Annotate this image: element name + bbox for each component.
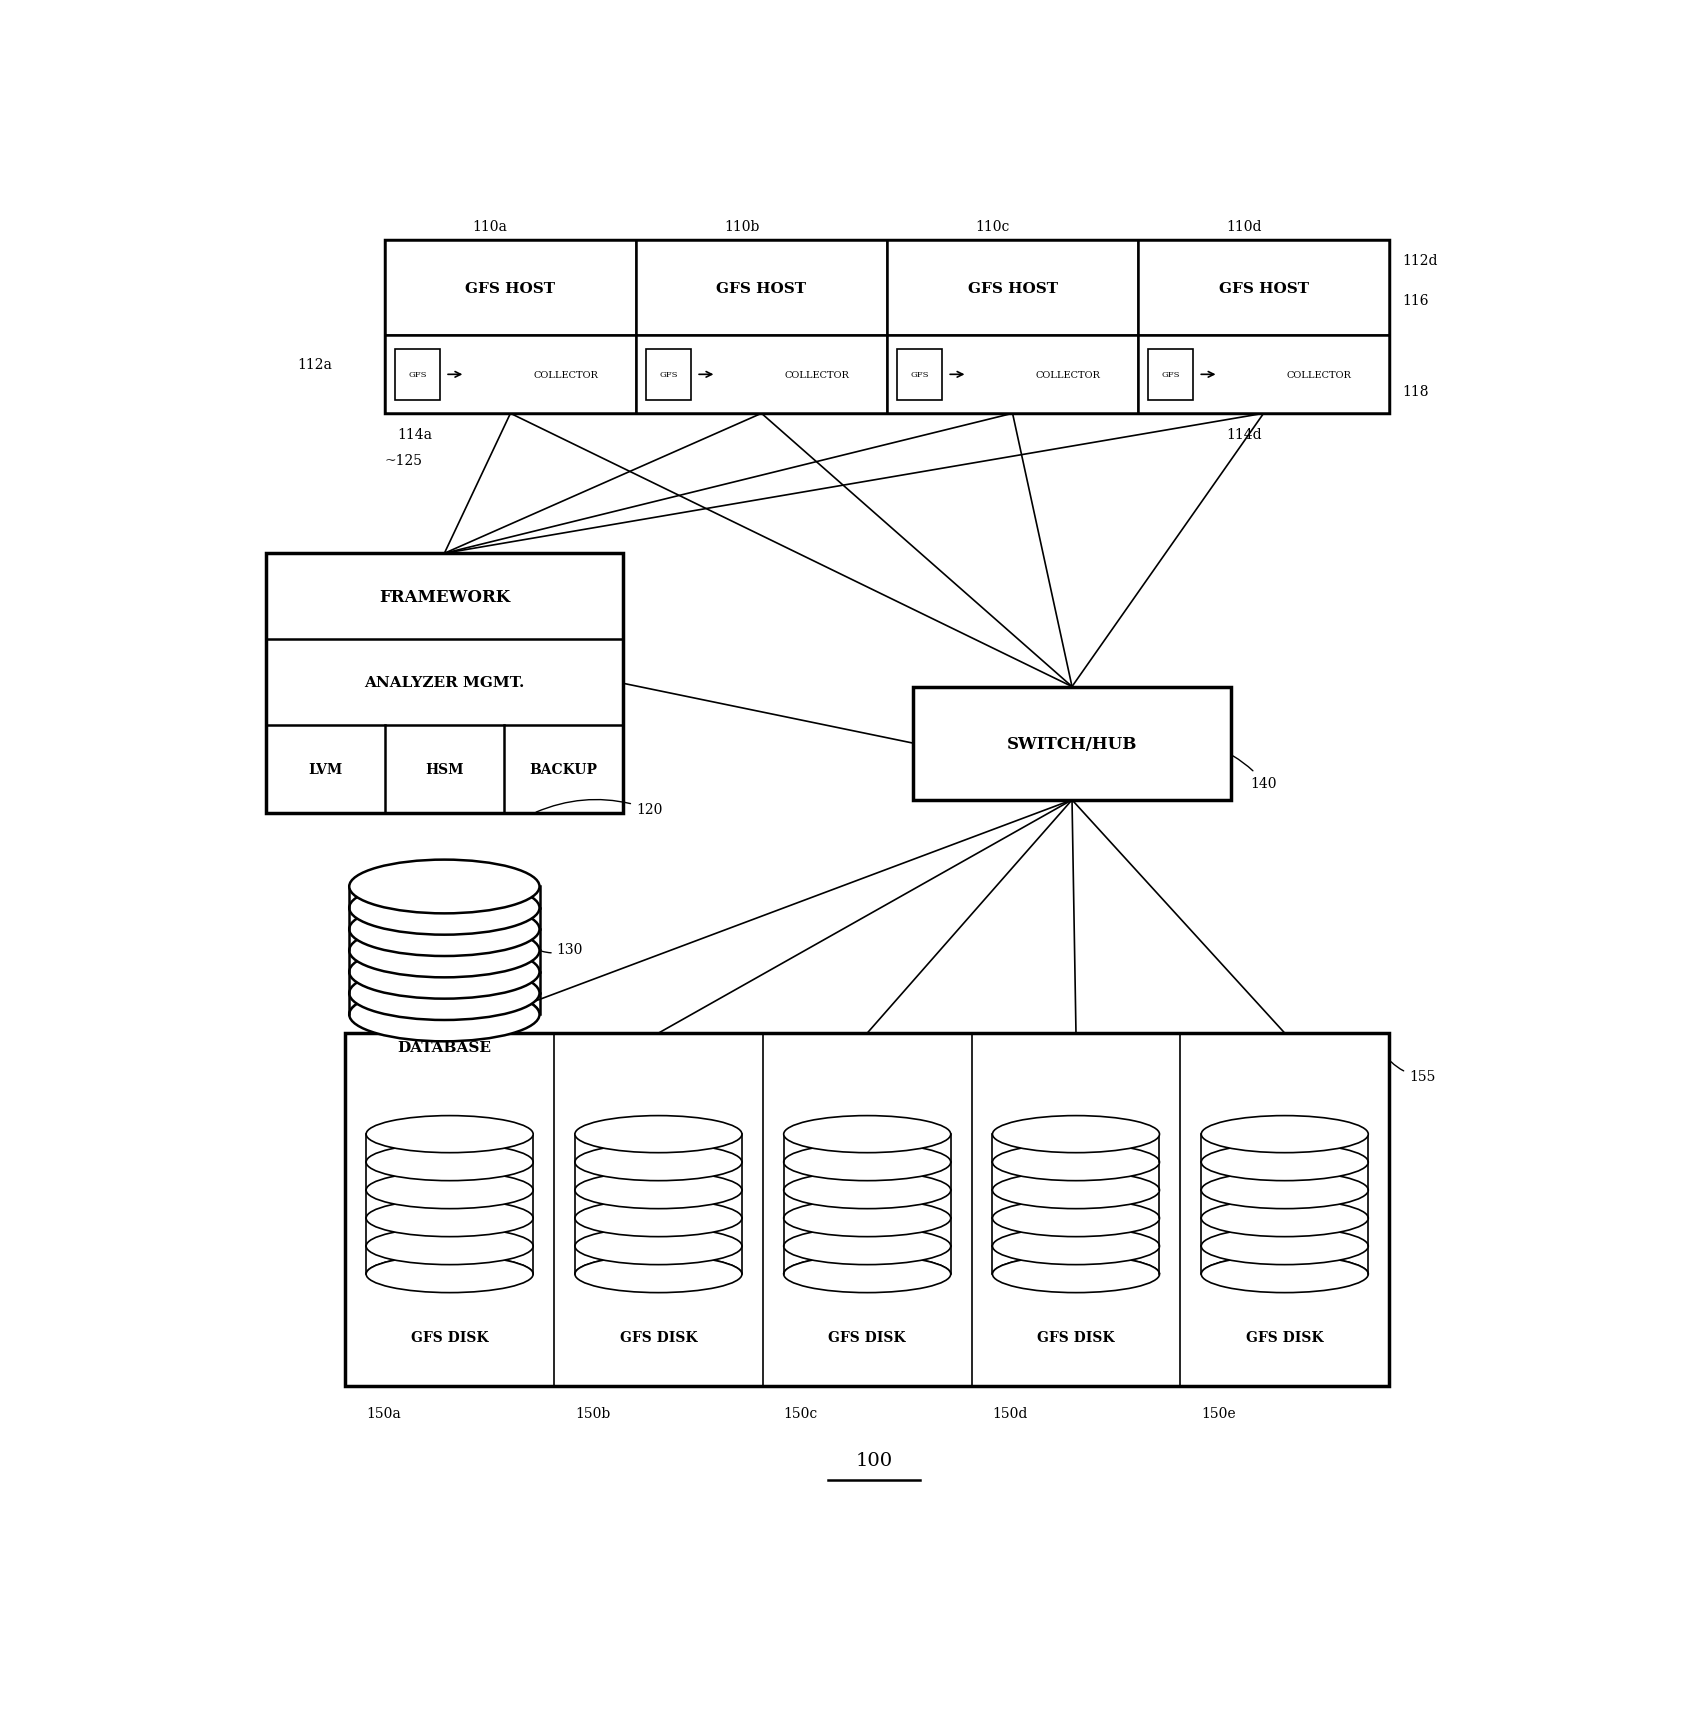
Ellipse shape xyxy=(367,1116,534,1152)
Bar xyxy=(897,349,943,400)
Ellipse shape xyxy=(575,1256,742,1292)
Text: 114d: 114d xyxy=(1226,427,1262,441)
Text: 110a: 110a xyxy=(472,220,508,234)
Ellipse shape xyxy=(992,1256,1159,1292)
Ellipse shape xyxy=(784,1228,951,1265)
Text: 150e: 150e xyxy=(1202,1406,1236,1420)
Text: 150a: 150a xyxy=(367,1406,401,1420)
Text: 130: 130 xyxy=(542,943,583,957)
Ellipse shape xyxy=(350,967,539,1021)
Text: ~125: ~125 xyxy=(385,453,423,469)
Text: 116: 116 xyxy=(1402,294,1429,308)
Bar xyxy=(385,336,636,413)
Text: GFS HOST: GFS HOST xyxy=(716,282,806,296)
Ellipse shape xyxy=(992,1171,1159,1209)
Ellipse shape xyxy=(367,1201,534,1237)
Ellipse shape xyxy=(1202,1171,1369,1209)
Text: BACKUP: BACKUP xyxy=(529,763,597,777)
Ellipse shape xyxy=(367,1171,534,1209)
Ellipse shape xyxy=(1202,1201,1369,1237)
Text: COLLECTOR: COLLECTOR xyxy=(1035,370,1100,379)
Text: GFS DISK: GFS DISK xyxy=(829,1330,905,1344)
Ellipse shape xyxy=(1202,1256,1369,1292)
Text: FRAMEWORK: FRAMEWORK xyxy=(379,588,510,606)
Bar xyxy=(1139,240,1390,336)
Text: COLLECTOR: COLLECTOR xyxy=(784,370,849,379)
Text: GFS DISK: GFS DISK xyxy=(1037,1330,1115,1344)
Text: 150d: 150d xyxy=(992,1406,1028,1420)
Ellipse shape xyxy=(992,1228,1159,1265)
Ellipse shape xyxy=(367,1256,534,1292)
Ellipse shape xyxy=(1202,1116,1369,1152)
Ellipse shape xyxy=(350,924,539,977)
Text: GFS DISK: GFS DISK xyxy=(411,1330,488,1344)
Text: 120: 120 xyxy=(535,799,662,817)
Bar xyxy=(396,349,440,400)
Text: GFS HOST: GFS HOST xyxy=(465,282,556,296)
Text: SWITCH/HUB: SWITCH/HUB xyxy=(1008,735,1137,753)
Ellipse shape xyxy=(350,860,539,913)
Bar xyxy=(344,1033,1390,1386)
Bar xyxy=(646,349,691,400)
Ellipse shape xyxy=(784,1201,951,1237)
Text: 140: 140 xyxy=(1233,756,1277,791)
Ellipse shape xyxy=(784,1116,951,1152)
Text: 150c: 150c xyxy=(784,1406,818,1420)
Text: 155: 155 xyxy=(1391,1062,1436,1083)
Ellipse shape xyxy=(367,1228,534,1265)
Ellipse shape xyxy=(784,1256,951,1292)
Text: LVM: LVM xyxy=(309,763,343,777)
Text: GFS HOST: GFS HOST xyxy=(1219,282,1309,296)
Bar xyxy=(636,336,887,413)
Text: 110b: 110b xyxy=(725,220,759,234)
Text: ANALYZER MGMT.: ANALYZER MGMT. xyxy=(365,675,525,690)
Ellipse shape xyxy=(992,1144,1159,1182)
Ellipse shape xyxy=(575,1228,742,1265)
Bar xyxy=(887,240,1137,336)
Text: GFS: GFS xyxy=(660,372,679,379)
Text: 100: 100 xyxy=(856,1451,892,1469)
Ellipse shape xyxy=(367,1144,534,1182)
Ellipse shape xyxy=(784,1144,951,1182)
Text: 110c: 110c xyxy=(975,220,1009,234)
Bar xyxy=(1139,336,1390,413)
Bar xyxy=(266,554,622,813)
Ellipse shape xyxy=(575,1116,742,1152)
Ellipse shape xyxy=(350,881,539,936)
Bar xyxy=(385,240,1390,413)
Ellipse shape xyxy=(575,1171,742,1209)
Ellipse shape xyxy=(575,1201,742,1237)
Text: 114a: 114a xyxy=(397,427,433,441)
Text: GFS: GFS xyxy=(910,372,929,379)
Text: 112a: 112a xyxy=(297,358,332,372)
Bar xyxy=(1147,349,1194,400)
Ellipse shape xyxy=(1202,1144,1369,1182)
Ellipse shape xyxy=(1202,1228,1369,1265)
Text: DATABASE: DATABASE xyxy=(397,1040,491,1054)
Text: HSM: HSM xyxy=(425,763,464,777)
Bar xyxy=(914,687,1231,801)
Text: GFS DISK: GFS DISK xyxy=(1246,1330,1323,1344)
Ellipse shape xyxy=(350,945,539,1000)
Ellipse shape xyxy=(575,1144,742,1182)
Bar xyxy=(636,240,887,336)
Ellipse shape xyxy=(992,1116,1159,1152)
Text: 150b: 150b xyxy=(575,1406,610,1420)
Text: GFS HOST: GFS HOST xyxy=(967,282,1057,296)
Ellipse shape xyxy=(350,988,539,1041)
Text: COLLECTOR: COLLECTOR xyxy=(534,370,598,379)
Text: GFS DISK: GFS DISK xyxy=(619,1330,697,1344)
Ellipse shape xyxy=(784,1171,951,1209)
Text: GFS: GFS xyxy=(407,372,426,379)
Text: 112d: 112d xyxy=(1402,254,1437,268)
Ellipse shape xyxy=(350,903,539,957)
Bar xyxy=(887,336,1137,413)
Text: 110d: 110d xyxy=(1226,220,1262,234)
Bar xyxy=(385,240,636,336)
Ellipse shape xyxy=(992,1201,1159,1237)
Text: COLLECTOR: COLLECTOR xyxy=(1286,370,1352,379)
Text: 118: 118 xyxy=(1402,384,1429,398)
Text: GFS: GFS xyxy=(1161,372,1180,379)
